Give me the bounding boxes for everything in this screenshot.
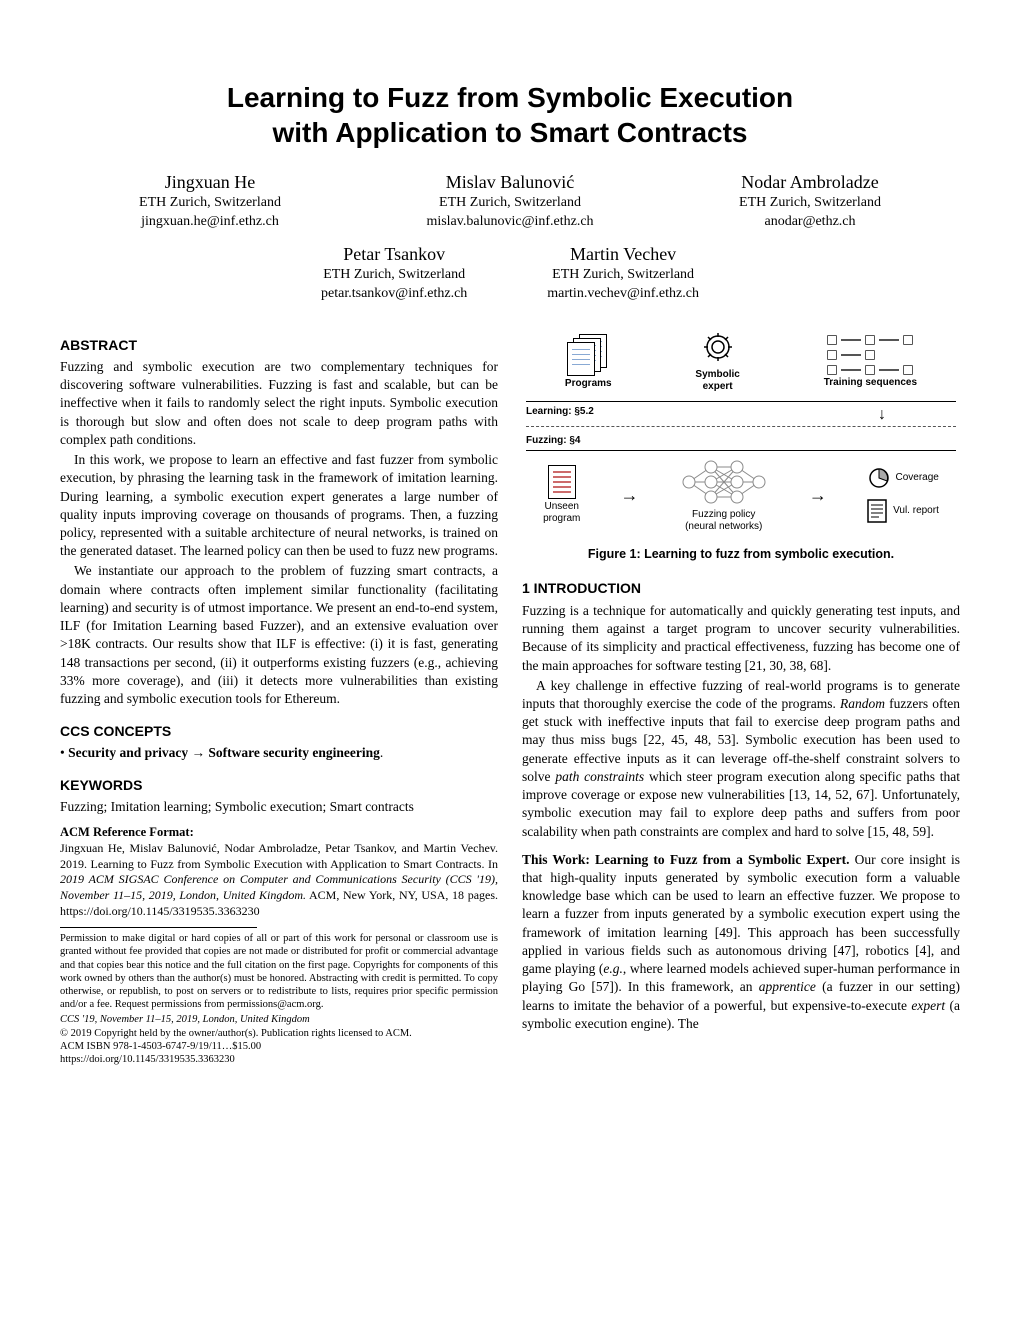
vul-report-output: Vul. report	[867, 499, 939, 523]
keywords-line: Fuzzing; Imitation learning; Symbolic ex…	[60, 798, 498, 816]
author-affil: ETH Zurich, Switzerland	[660, 194, 960, 213]
arrow-icon: →	[809, 483, 827, 507]
author-affil: ETH Zurich, Switzerland	[547, 266, 699, 285]
keywords-heading: KEYWORDS	[60, 776, 498, 795]
down-arrow-icon: ↓	[878, 407, 886, 423]
left-column: ABSTRACT Fuzzing and symbolic execution …	[60, 322, 498, 1066]
doi-line: https://doi.org/10.1145/3319535.3363230	[60, 1053, 498, 1066]
right-column: Programs	[522, 322, 960, 1066]
author-name: Mislav Balunović	[360, 170, 660, 194]
fig-section-label: Fuzzing: §4	[526, 431, 956, 452]
author-email: martin.vechev@inf.ethz.ch	[547, 285, 699, 304]
fig-label: Unseen program	[543, 501, 580, 524]
abstract-para: In this work, we propose to learn an eff…	[60, 451, 498, 560]
figure-caption: Figure 1: Learning to fuzz from symbolic…	[522, 546, 960, 563]
isbn-line: ACM ISBN 978-1-4503-6747-9/19/11…$15.00	[60, 1040, 498, 1053]
copyright-line: © 2019 Copyright held by the owner/autho…	[60, 1027, 498, 1040]
author-affil: ETH Zurich, Switzerland	[321, 266, 467, 285]
author-block: Mislav Balunović ETH Zurich, Switzerland…	[360, 170, 660, 232]
author-email: mislav.balunovic@inf.ethz.ch	[360, 213, 660, 232]
author-block: Petar Tsankov ETH Zurich, Switzerland pe…	[321, 242, 467, 304]
fig-label: Symbolic expert	[695, 369, 739, 392]
conference-line: CCS '19, November 11–15, 2019, London, U…	[60, 1013, 498, 1027]
fig-label: Vul. report	[893, 505, 939, 517]
author-affil: ETH Zurich, Switzerland	[360, 194, 660, 213]
fig-learning-label: Programs	[526, 328, 956, 401]
abstract-para: We instantiate our approach to the probl…	[60, 562, 498, 708]
permission-text: Permission to make digital or hard copie…	[60, 932, 498, 1011]
intro-para: A key challenge in effective fuzzing of …	[522, 677, 960, 841]
intro-para: Fuzzing is a technique for automatically…	[522, 602, 960, 675]
author-block: Jingxuan He ETH Zurich, Switzerland jing…	[60, 170, 360, 232]
author-block: Nodar Ambroladze ETH Zurich, Switzerland…	[660, 170, 960, 232]
programs-icon: Programs	[565, 334, 612, 390]
author-name: Petar Tsankov	[321, 242, 467, 266]
footnote-rule	[60, 927, 257, 928]
arrow-icon: →	[621, 483, 639, 507]
intro-para: This Work: Learning to Fuzz from a Symbo…	[522, 851, 960, 1033]
ccs-heading: CCS CONCEPTS	[60, 722, 498, 741]
fig-label: Programs	[565, 378, 612, 390]
training-sequences-icon: Training sequences	[824, 335, 917, 389]
author-name: Martin Vechev	[547, 242, 699, 266]
ccs-line: • Security and privacy → Software securi…	[60, 744, 498, 762]
intro-heading: 1 INTRODUCTION	[522, 579, 960, 598]
ref-format-heading: ACM Reference Format:	[60, 824, 498, 841]
unseen-program-icon: Unseen program	[543, 465, 580, 524]
author-block: Martin Vechev ETH Zurich, Switzerland ma…	[547, 242, 699, 304]
author-email: petar.tsankov@inf.ethz.ch	[321, 285, 467, 304]
author-email: anodar@ethz.ch	[660, 213, 960, 232]
neural-network-icon: Fuzzing policy (neural networks)	[679, 457, 769, 532]
author-affil: ETH Zurich, Switzerland	[60, 194, 360, 213]
fig-label: Fuzzing policy (neural networks)	[685, 509, 762, 532]
authors-row-1: Jingxuan He ETH Zurich, Switzerland jing…	[60, 170, 960, 232]
author-name: Jingxuan He	[60, 170, 360, 194]
fig-label: Training sequences	[824, 377, 917, 389]
report-icon	[867, 499, 887, 523]
abstract-heading: ABSTRACT	[60, 336, 498, 355]
paper-title: Learning to Fuzz from Symbolic Execution…	[60, 80, 960, 150]
fig-label: Coverage	[896, 472, 939, 484]
intro-subhead: This Work: Learning to Fuzz from a Symbo…	[522, 852, 849, 867]
author-email: jingxuan.he@inf.ethz.ch	[60, 213, 360, 232]
coverage-icon	[868, 467, 890, 489]
coverage-output: Coverage	[867, 467, 939, 489]
ref-format-body: Jingxuan He, Mislav Balunović, Nodar Amb…	[60, 841, 498, 919]
abstract-para: Fuzzing and symbolic execution are two c…	[60, 358, 498, 449]
symbolic-expert-icon: Symbolic expert	[695, 331, 739, 392]
figure-1: Programs	[522, 322, 960, 538]
intro-body-text: Our core insight is that high-quality in…	[522, 852, 960, 1031]
fig-section-label: Learning: §5.2	[526, 401, 956, 422]
author-name: Nodar Ambroladze	[660, 170, 960, 194]
authors-row-2: Petar Tsankov ETH Zurich, Switzerland pe…	[60, 242, 960, 304]
